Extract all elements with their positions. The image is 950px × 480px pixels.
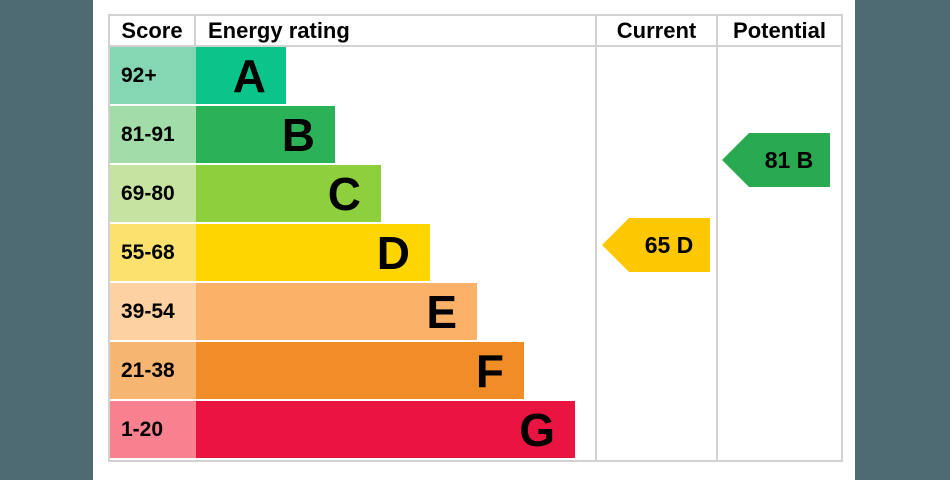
epc-rating-table: Score Energy rating Current Potential 92… [108, 14, 843, 462]
rating-bar-a: A [196, 47, 286, 104]
rating-bar-g: G [196, 401, 575, 458]
score-range-b: 81-91 [110, 106, 196, 163]
current-rating-value: 65 D [644, 231, 694, 258]
header-current: Current [595, 16, 716, 45]
current-rating-marker: 65 D [602, 218, 710, 272]
score-range-f: 21-38 [110, 342, 196, 399]
score-range-c: 69-80 [110, 165, 196, 222]
rating-bar-b: B [196, 106, 335, 163]
band-row-c: 69-80 C [110, 165, 841, 224]
left-background-panel [0, 0, 93, 480]
rating-bar-f: F [196, 342, 524, 399]
header-energy-rating: Energy rating [208, 17, 350, 43]
band-row-a: 92+ A [110, 47, 841, 106]
band-row-d: 55-68 D [110, 224, 841, 283]
current-column-divider [595, 47, 597, 460]
potential-rating-marker: 81 B [722, 133, 830, 187]
header-score: Score [110, 16, 196, 45]
rating-bar-d: D [196, 224, 430, 281]
header-potential: Potential [716, 16, 841, 45]
band-row-b: 81-91 B [110, 106, 841, 165]
potential-column-divider [716, 47, 718, 460]
potential-rating-value: 81 B [764, 146, 814, 173]
rating-bands: 92+ A 81-91 B 69-80 C 55-68 D 39-54 E 21… [110, 47, 841, 460]
rating-bar-c: C [196, 165, 381, 222]
score-range-a: 92+ [110, 47, 196, 104]
right-background-panel [855, 0, 950, 480]
band-row-f: 21-38 F [110, 342, 841, 401]
band-row-g: 1-20 G [110, 401, 841, 460]
band-row-e: 39-54 E [110, 283, 841, 342]
table-header-row: Score Energy rating Current Potential [110, 16, 841, 47]
score-range-e: 39-54 [110, 283, 196, 340]
rating-bar-e: E [196, 283, 477, 340]
score-range-d: 55-68 [110, 224, 196, 281]
score-range-g: 1-20 [110, 401, 196, 458]
